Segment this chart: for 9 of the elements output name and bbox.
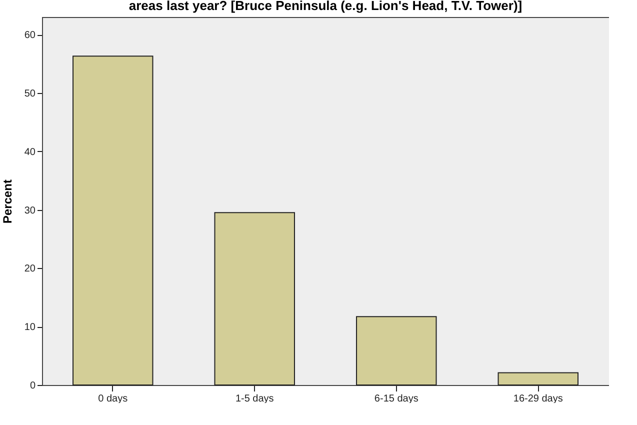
y-tick-label: 0	[30, 380, 36, 392]
y-tick-label: 40	[24, 146, 36, 158]
y-tick-label: 60	[24, 30, 36, 42]
y-tick-label: 50	[24, 88, 36, 100]
y-tick-label: 10	[24, 322, 36, 334]
y-tick-label: 20	[24, 264, 36, 275]
chart-title: areas last year? [Bruce Peninsula (e.g. Lion's Head, T.V. Tower)]	[128, 0, 522, 13]
y-tick-label: 30	[24, 205, 36, 216]
y-axis-title: Percent	[0, 179, 14, 224]
